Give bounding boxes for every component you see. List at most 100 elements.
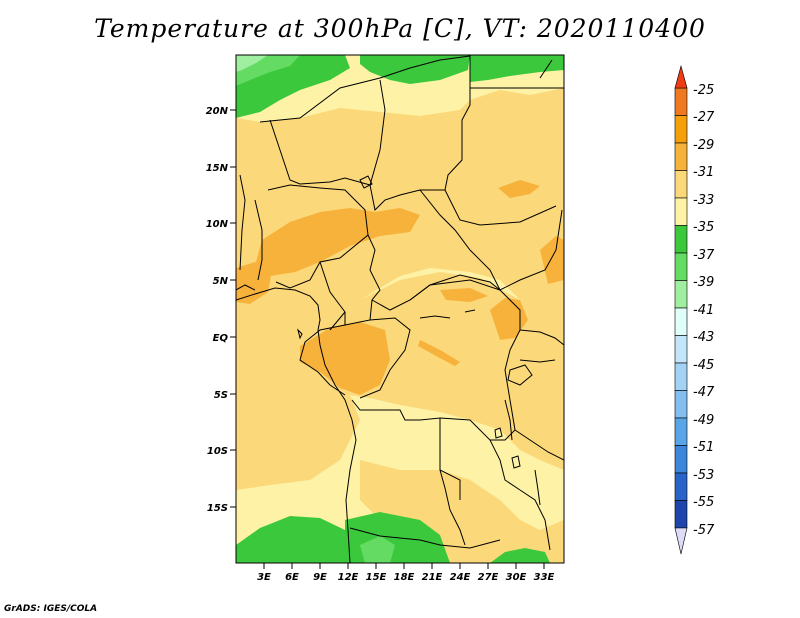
colorbar-band (674, 362, 688, 391)
lake-mweru (494, 427, 503, 439)
field-green-south-light (360, 536, 395, 563)
credit-label: GrADS: IGES/COLA (4, 604, 98, 614)
lake-chad (359, 175, 373, 189)
lake-kivu (511, 455, 521, 469)
colorbar-level-label: -47 (693, 385, 715, 400)
colorbar-band (674, 280, 688, 309)
colorbar-band (674, 170, 688, 199)
border-sahara-north (259, 55, 471, 123)
border-angola (351, 399, 461, 500)
border-drc-east (490, 349, 516, 441)
colorbar-band (674, 252, 688, 281)
lat-labels: 20N 15N 10N 5N EQ 5S 10S 15S (206, 106, 229, 514)
colorbar-level-label: -45 (693, 358, 714, 373)
colorbar-level-label: -39 (693, 275, 714, 290)
field-green-north-lighter (236, 55, 268, 72)
field-orange-west (236, 262, 272, 304)
lake-marks (359, 175, 521, 469)
map-title: Temperature at 300hPa [C], VT: 202011040… (94, 14, 706, 43)
border-chad-sudan (419, 189, 563, 291)
lon-tick-label: 30E (506, 572, 527, 583)
colorbar-band (674, 225, 688, 254)
colorbar-level-label: -41 (693, 303, 714, 318)
lake-inland-2 (464, 309, 476, 313)
colorbar-level-label: -37 (693, 248, 715, 263)
colorbar-band (674, 142, 688, 171)
border-mali-niger (269, 119, 371, 186)
colorbar-level-label: -57 (693, 523, 715, 538)
lon-labels: 3E 6E 9E 12E 15E 18E 21E 24E 27E 30E 33E (257, 572, 554, 583)
colorbar-band (674, 307, 688, 336)
lon-tick-label: 3E (257, 572, 271, 583)
border-sudan-south (444, 189, 557, 226)
border-zambia-drc (439, 417, 521, 491)
colorbar-level-label: -33 (693, 193, 714, 208)
field-orange-gabon (300, 322, 390, 395)
border-angola-zambia (439, 469, 466, 546)
lat-axis (230, 109, 236, 508)
border-mozambique (519, 489, 551, 551)
coast-gulf-guinea (236, 287, 321, 331)
border-tanzania (514, 429, 564, 461)
lat-tick-label: 5N (213, 276, 229, 287)
lake-malawi (534, 469, 541, 506)
lon-axis (263, 563, 545, 569)
colorbar-band (674, 87, 688, 116)
colorbar-level-label: -31 (693, 165, 714, 180)
lat-tick-label: 20N (206, 106, 229, 117)
island-bioko (297, 328, 303, 340)
field-yellow-south (360, 460, 564, 563)
coast-west-africa (236, 284, 256, 291)
field-orange-sahel (256, 208, 420, 276)
field-green-south-west (236, 516, 345, 563)
lat-tick-label: EQ (213, 333, 229, 344)
field-orange-streak-3 (440, 288, 488, 302)
colorbar: -25 -27 -29 -31 -33 -35 -37 -39 -41 -43 … (674, 64, 715, 555)
colorbar-band (674, 335, 688, 364)
coast-atlantic (317, 329, 357, 563)
field-orange-streak-2 (498, 180, 540, 198)
lat-tick-label: 10N (206, 219, 229, 230)
field-yellow-west-coast (236, 395, 360, 490)
border-congo-gabon (299, 311, 346, 396)
lon-tick-label: 12E (338, 572, 359, 583)
colorbar-band (674, 115, 688, 144)
border-namibia (349, 527, 501, 549)
field-green-north-east (470, 55, 564, 82)
lake-tanganyika (504, 399, 513, 441)
lake-victoria (507, 364, 533, 386)
lat-tick-label: 15N (206, 163, 229, 174)
lon-tick-label: 21E (422, 572, 443, 583)
border-niger-chad (369, 79, 445, 212)
border-libya-east (444, 55, 471, 191)
border-red-sea (539, 59, 553, 79)
colorbar-band (674, 417, 688, 446)
colorbar-level-label: -43 (693, 330, 714, 345)
field-green-south-east (490, 548, 550, 563)
map-plot-area (236, 55, 564, 563)
colorbar-level-label: -35 (693, 220, 714, 235)
border-east-africa (519, 329, 564, 363)
lon-tick-label: 9E (313, 572, 327, 583)
colorbar-level-label: -53 (693, 468, 714, 483)
lon-tick-label: 6E (285, 572, 299, 583)
colorbar-level-label: -29 (693, 138, 714, 153)
colorbar-level-label: -49 (693, 413, 714, 428)
colorbar-labels: -25 -27 -29 -31 -33 -35 -37 -39 -41 -43 … (693, 83, 715, 538)
colorbar-band (674, 445, 688, 474)
lat-tick-label: 5S (214, 390, 228, 401)
field-orange-streak-1 (418, 340, 460, 366)
colorbar-band (674, 197, 688, 226)
lon-tick-label: 24E (450, 572, 471, 583)
colorbar-level-label: -25 (693, 83, 714, 98)
lon-tick-label: 18E (394, 572, 415, 583)
colorbar-level-label: -55 (693, 495, 714, 510)
colorbar-level-label: -27 (693, 110, 715, 125)
colorbar-band (674, 472, 688, 501)
colorbar-bands (674, 87, 688, 529)
colorbar-band (674, 390, 688, 419)
colorbar-level-label: -51 (693, 440, 714, 455)
lon-tick-label: 15E (366, 572, 387, 583)
field-green-north-center (360, 55, 470, 84)
